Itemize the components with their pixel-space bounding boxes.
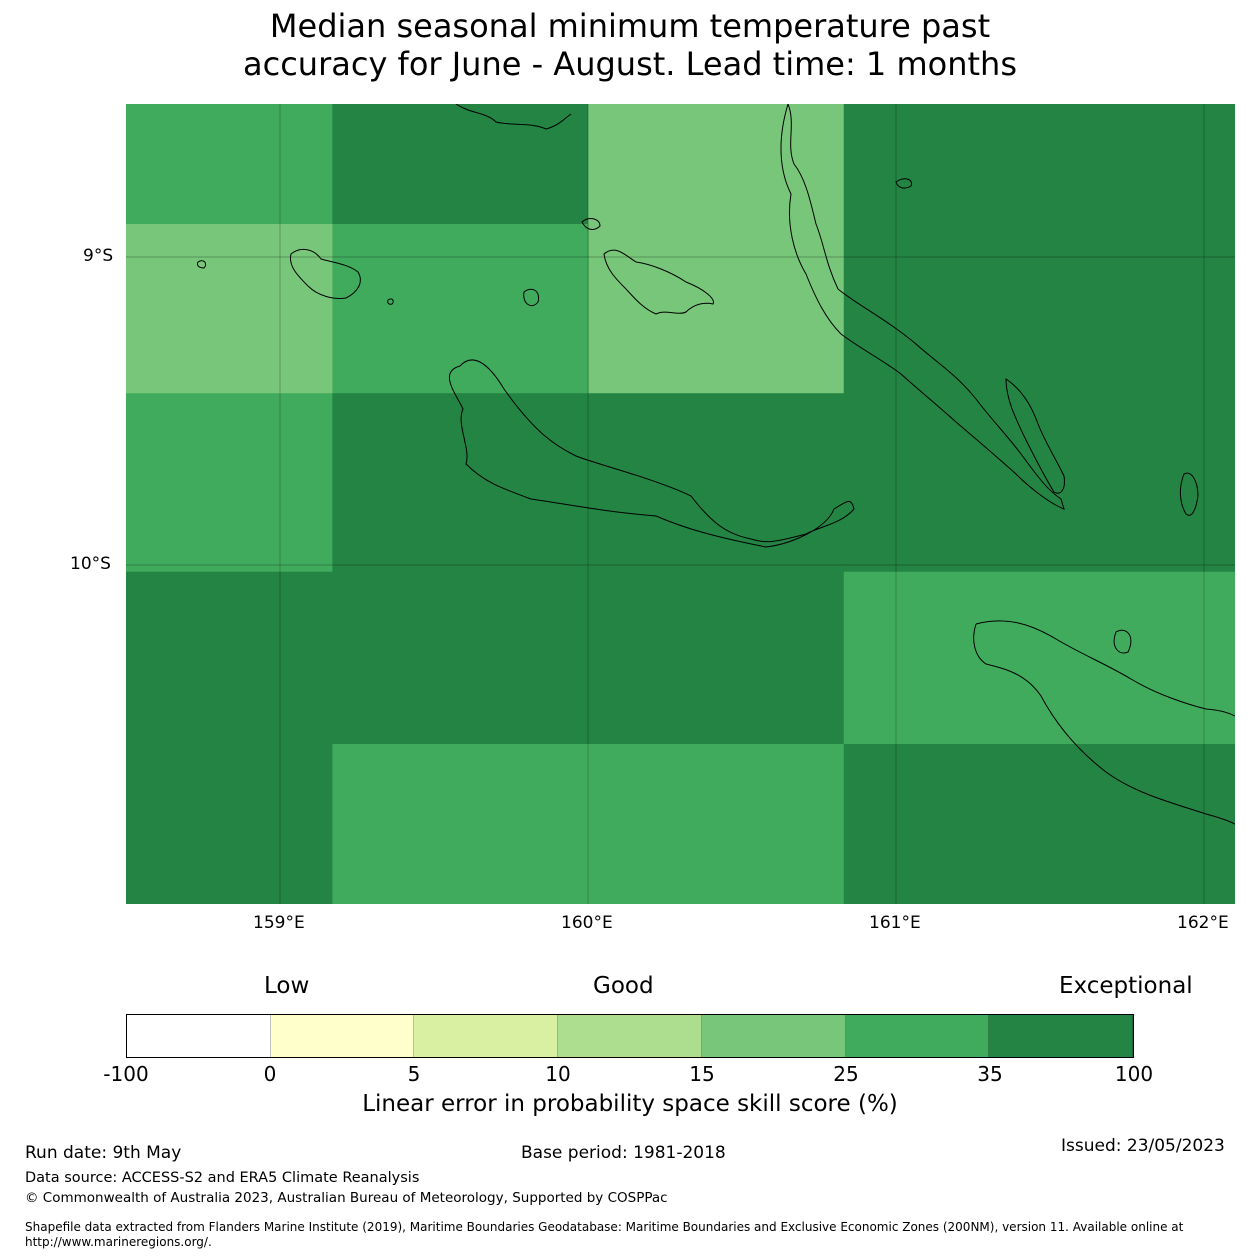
russell-islet: [197, 260, 207, 269]
copyright: © Commonwealth of Australia 2023, Austra…: [25, 1190, 668, 1206]
grid-cell: [843, 744, 1235, 904]
map-canvas: [126, 104, 1235, 904]
grid-cell: [126, 571, 845, 745]
grid-cells: [126, 104, 1235, 904]
colorbar-tick: 5: [407, 1062, 421, 1086]
grid-cell: [126, 224, 333, 394]
makira-islet: [1113, 629, 1132, 654]
grid-cell: [126, 104, 333, 225]
grid-cell: [332, 744, 845, 904]
coastlines: [197, 104, 1235, 825]
florida-islands-coastline: [603, 249, 714, 315]
guadalcanal-coastline: [448, 359, 855, 548]
colorbar-swatch: [701, 1015, 846, 1057]
category-exceptional: Exceptional: [1059, 973, 1193, 999]
colorbar-swatch: [989, 1015, 1133, 1057]
florida-islet-1: [581, 218, 601, 230]
russell-islands-coastline: [289, 248, 361, 299]
colorbar-swatch: [127, 1015, 271, 1057]
y-tick-10s: 10°S: [70, 554, 111, 574]
map-title-line-1: Median seasonal minimum temperature past: [269, 7, 991, 45]
small-malaita-coastline: [1179, 472, 1199, 516]
x-tick-159e: 159°E: [253, 913, 305, 933]
russell-islet-2: [387, 298, 394, 305]
colorbar-tick: 10: [545, 1062, 571, 1086]
malaita-coastline: [1005, 378, 1065, 494]
issued-date: Issued: 23/05/2023: [1061, 1136, 1225, 1156]
makira-coastline: [973, 620, 1235, 825]
colorbar-tick: 35: [977, 1062, 1003, 1086]
grid-cell: [332, 224, 589, 394]
colorbar-tick: 25: [833, 1062, 859, 1086]
grid-cell: [126, 744, 333, 904]
x-tick-162e: 162°E: [1177, 913, 1229, 933]
colorbar-tick: 0: [263, 1062, 277, 1086]
colorbar-swatch: [270, 1015, 415, 1057]
category-good: Good: [593, 973, 654, 999]
colorbar-axis-label: Linear error in probability space skill …: [362, 1091, 898, 1117]
grid-cell: [332, 393, 845, 573]
colorbar-swatch: [845, 1015, 990, 1057]
savo-island-coastline: [523, 288, 540, 307]
x-tick-160e: 160°E: [561, 913, 613, 933]
colorbar: [126, 1014, 1134, 1058]
category-low: Low: [264, 973, 310, 999]
colorbar-tick: 15: [689, 1062, 715, 1086]
shapefile-credit-line-2: http://www.marineregions.org/.: [25, 1235, 212, 1249]
grid-cell: [332, 104, 589, 225]
grid-cell: [126, 393, 333, 573]
colorbar-tick: -100: [103, 1062, 149, 1086]
data-source: Data source: ACCESS-S2 and ERA5 Climate …: [25, 1170, 420, 1186]
grid-cell: [843, 104, 1235, 573]
run-date: Run date: 9th May: [25, 1143, 182, 1163]
santa-isabel-islet: [895, 178, 913, 189]
base-period: Base period: 1981-2018: [521, 1143, 726, 1163]
santa-isabel-coastline: [455, 104, 1065, 510]
graticule: [126, 104, 1235, 904]
colorbar-swatch: [558, 1015, 702, 1057]
shapefile-credit-line-1: Shapefile data extracted from Flanders M…: [25, 1220, 1184, 1234]
grid-cell: [588, 104, 845, 394]
grid-cell: [843, 571, 1235, 745]
x-tick-161e: 161°E: [869, 913, 921, 933]
colorbar-swatch: [414, 1015, 559, 1057]
y-tick-9s: 9°S: [83, 246, 114, 266]
colorbar-tick: 100: [1114, 1062, 1154, 1086]
map-title-line-2: accuracy for June - August. Lead time: 1…: [243, 45, 1017, 83]
skill-score-map: [126, 104, 1235, 904]
